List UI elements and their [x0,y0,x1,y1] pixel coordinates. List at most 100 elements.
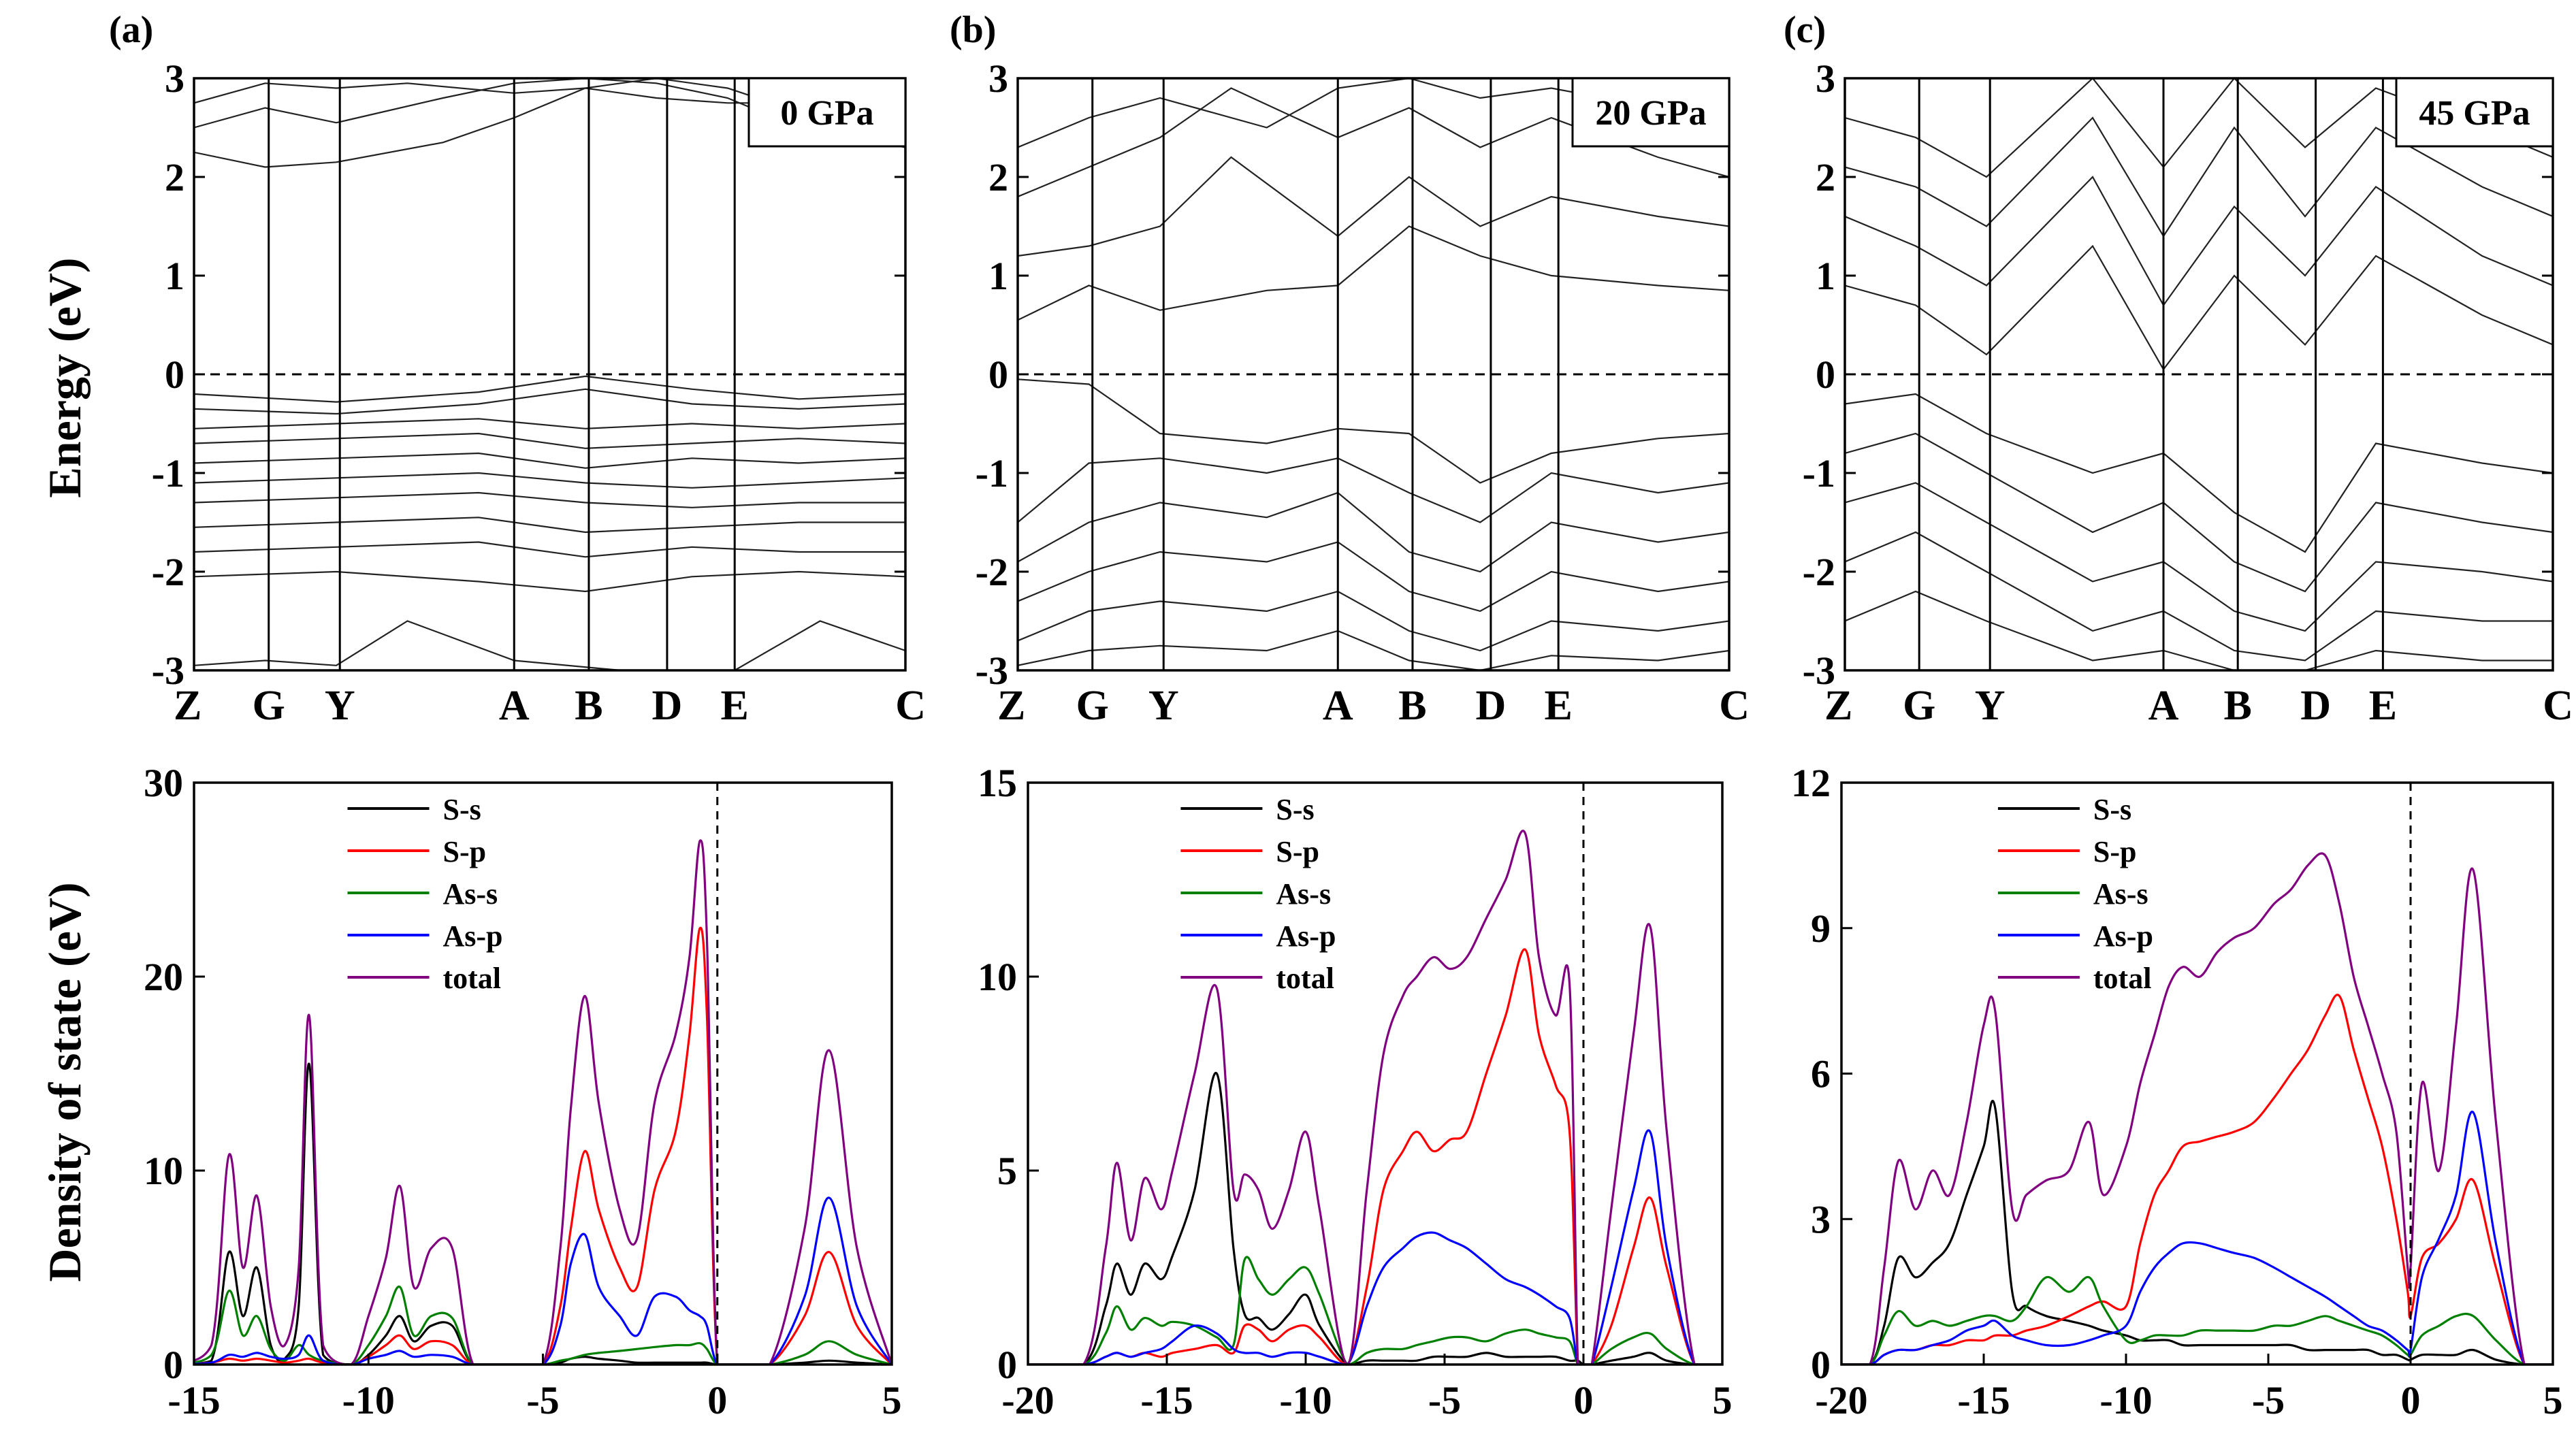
band-lines [1845,78,2553,670]
x-tick-label: -5 [526,1378,559,1422]
legend-label-total: total [443,962,502,995]
legend-label-As-p: As-p [443,919,503,953]
dos-line-As-s [1841,1276,2553,1365]
y-tick-label: -2 [976,550,1008,594]
pressure-label: 0 GPa [780,94,873,133]
dos-line-total [194,839,892,1365]
band-line-6 [194,432,905,449]
band-line-3 [194,375,905,403]
legend-label-S-p: S-p [2093,835,2137,868]
band-line-2 [1845,116,2553,238]
dos-y-axis-title: Density of state (eV) [39,882,91,1281]
y-tick-label: 1 [988,254,1008,298]
band-line-8 [1845,590,2553,670]
y-tick-label: -2 [1803,550,1835,594]
band-line-4 [1018,378,1729,484]
y-tick-label: -3 [152,649,184,693]
kpoint-label-G: G [1076,683,1109,729]
x-tick-label: 0 [1574,1378,1594,1422]
band-line-11 [194,541,905,558]
x-tick-label: 0 [707,1378,727,1422]
y-tick-label: 3 [165,56,184,101]
legend-label-S-s: S-s [1276,793,1314,826]
dos-legend: S-s S-p As-s As-p total [347,793,503,995]
band-line-5 [194,418,905,429]
legend-label-S-s: S-s [2093,793,2131,826]
dos-legend: S-s S-p As-s As-p total [1180,793,1336,995]
kpoint-label-A: A [499,683,530,729]
legend-label-S-s: S-s [443,793,481,826]
y-tick-label: 10 [144,1149,183,1193]
dos-line-S-s [1841,1100,2553,1365]
panel-label-c: (c) [1784,9,1826,51]
dos-panel-3: -20 -15 -10 -5 0 5 0 3 6 9 12 S-s S-p As-s As-p total [1791,761,2563,1422]
legend-label-As-s: As-s [443,877,498,911]
legend-label-total: total [1276,962,1334,995]
x-tick-label: 5 [1713,1378,1733,1422]
y-tick-label: 10 [978,955,1017,999]
dos-frame [1840,781,2554,1366]
band-y-axis-title: Energy (eV) [39,257,91,497]
y-tick-label: 0 [1811,1343,1831,1387]
y-tick-label: 2 [1816,155,1835,199]
x-tick-label: -10 [342,1378,395,1422]
kpoint-label-D: D [1476,683,1507,729]
kpoint-label-G: G [1903,683,1935,729]
dos-line-As-p [1028,1129,1722,1365]
y-tick-label: -3 [1803,649,1835,693]
pressure-label: 45 GPa [2419,94,2530,133]
legend-label-S-p: S-p [1276,835,1319,868]
dos-line-As-s [194,1286,892,1365]
band-panel-2: Z G Y A B D E C -3 -2 -1 0 1 2 3 20 GPa [976,56,1750,729]
y-tick-label: 1 [1816,254,1835,298]
dos-line-As-p [194,1196,892,1365]
panel-label-a: (a) [109,9,153,51]
x-tick-label: 5 [2543,1378,2563,1422]
legend-label-S-p: S-p [443,835,487,868]
x-tick-label: -10 [1279,1378,1332,1422]
y-tick-label: -1 [1803,451,1835,495]
y-tick-label: 0 [988,353,1008,397]
band-line-13 [194,620,905,670]
x-tick-label: 5 [882,1378,902,1422]
kpoint-label-B: B [2224,683,2252,729]
band-frame [193,77,907,672]
y-tick-label: -3 [976,649,1008,693]
x-tick-label: -20 [1815,1378,1867,1422]
band-line-5 [1845,432,2553,593]
dos-line-As-p [1841,1111,2553,1365]
y-tick-label: -2 [152,550,184,594]
band-line-5 [1018,457,1729,523]
y-tick-label: 5 [997,1149,1017,1193]
kpoint-label-D: D [2300,683,2331,729]
dos-frame [1027,781,1724,1366]
kpoint-label-E: E [2369,683,2397,729]
kpoint-label-Z: Z [997,683,1025,729]
y-tick-label: 3 [1811,1197,1831,1241]
y-tick-label: 6 [1811,1052,1831,1096]
pressure-label-box [2395,77,2554,148]
y-tick-label: 15 [978,761,1017,805]
dos-line-total [1028,830,1722,1365]
band-line-0 [1845,244,2553,371]
band-line-12 [194,570,905,593]
kpoint-label-Y: Y [1975,683,2006,729]
kpoint-label-C: C [2543,683,2573,729]
x-tick-label: -15 [1957,1378,2010,1422]
kpoint-label-A: A [1323,683,1353,729]
dos-legend: S-s S-p As-s As-p total [1997,793,2153,995]
y-tick-label: 3 [988,56,1008,101]
pressure-label-box [1571,77,1730,148]
band-line-8 [194,472,905,489]
x-tick-label: -10 [2099,1378,2152,1422]
kpoint-label-Y: Y [325,683,355,729]
x-tick-label: -5 [2252,1378,2285,1422]
dos-line-S-s [1028,1072,1722,1365]
dos-panel-2: -20 -15 -10 -5 0 5 0 5 10 15 S-s S-p As-s As-p total [978,761,1733,1422]
kpoint-label-D: D [652,683,683,729]
dos-line-total [1841,852,2553,1365]
y-tick-label: 0 [1816,353,1835,397]
kpoint-label-E: E [721,683,749,729]
kpoint-label-Y: Y [1148,683,1179,729]
